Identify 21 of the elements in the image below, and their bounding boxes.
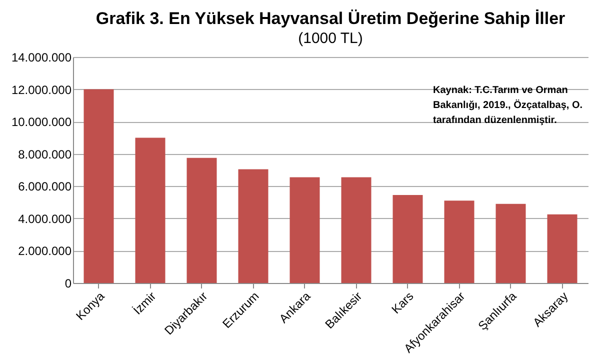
y-tick-label: 12.000.000 bbox=[11, 82, 72, 97]
bar bbox=[84, 89, 114, 283]
annotation: Kaynak: T.C.Tarım ve Orman Bakanlığı, 2019., Özçatalbaş, O. tarafından düzenlenmiştir. bbox=[433, 85, 583, 126]
y-tick-label: 8.000.000 bbox=[18, 147, 72, 162]
y-tick-label: 2.000.000 bbox=[18, 244, 72, 258]
bar bbox=[496, 204, 526, 283]
bar bbox=[186, 158, 217, 283]
y-tick-label: 14.000.000 bbox=[11, 50, 72, 64]
bar bbox=[444, 200, 474, 283]
bar bbox=[392, 195, 423, 283]
chart-subtitle: (1000 TL) bbox=[298, 30, 363, 47]
bar bbox=[290, 177, 320, 283]
bar bbox=[135, 138, 166, 283]
y-tick-label: 4.000.000 bbox=[18, 212, 72, 226]
y-tick-label: 0 bbox=[64, 276, 72, 290]
bar bbox=[238, 169, 268, 283]
bar bbox=[341, 177, 372, 283]
chart-title: Grafik 3. En Yüksek Hayvansal Üretim Değerine Sahip İller bbox=[96, 9, 566, 28]
y-tick-label: 10.000.000 bbox=[11, 115, 72, 130]
y-tick-label: 6.000.000 bbox=[18, 180, 72, 194]
bar bbox=[547, 214, 578, 283]
